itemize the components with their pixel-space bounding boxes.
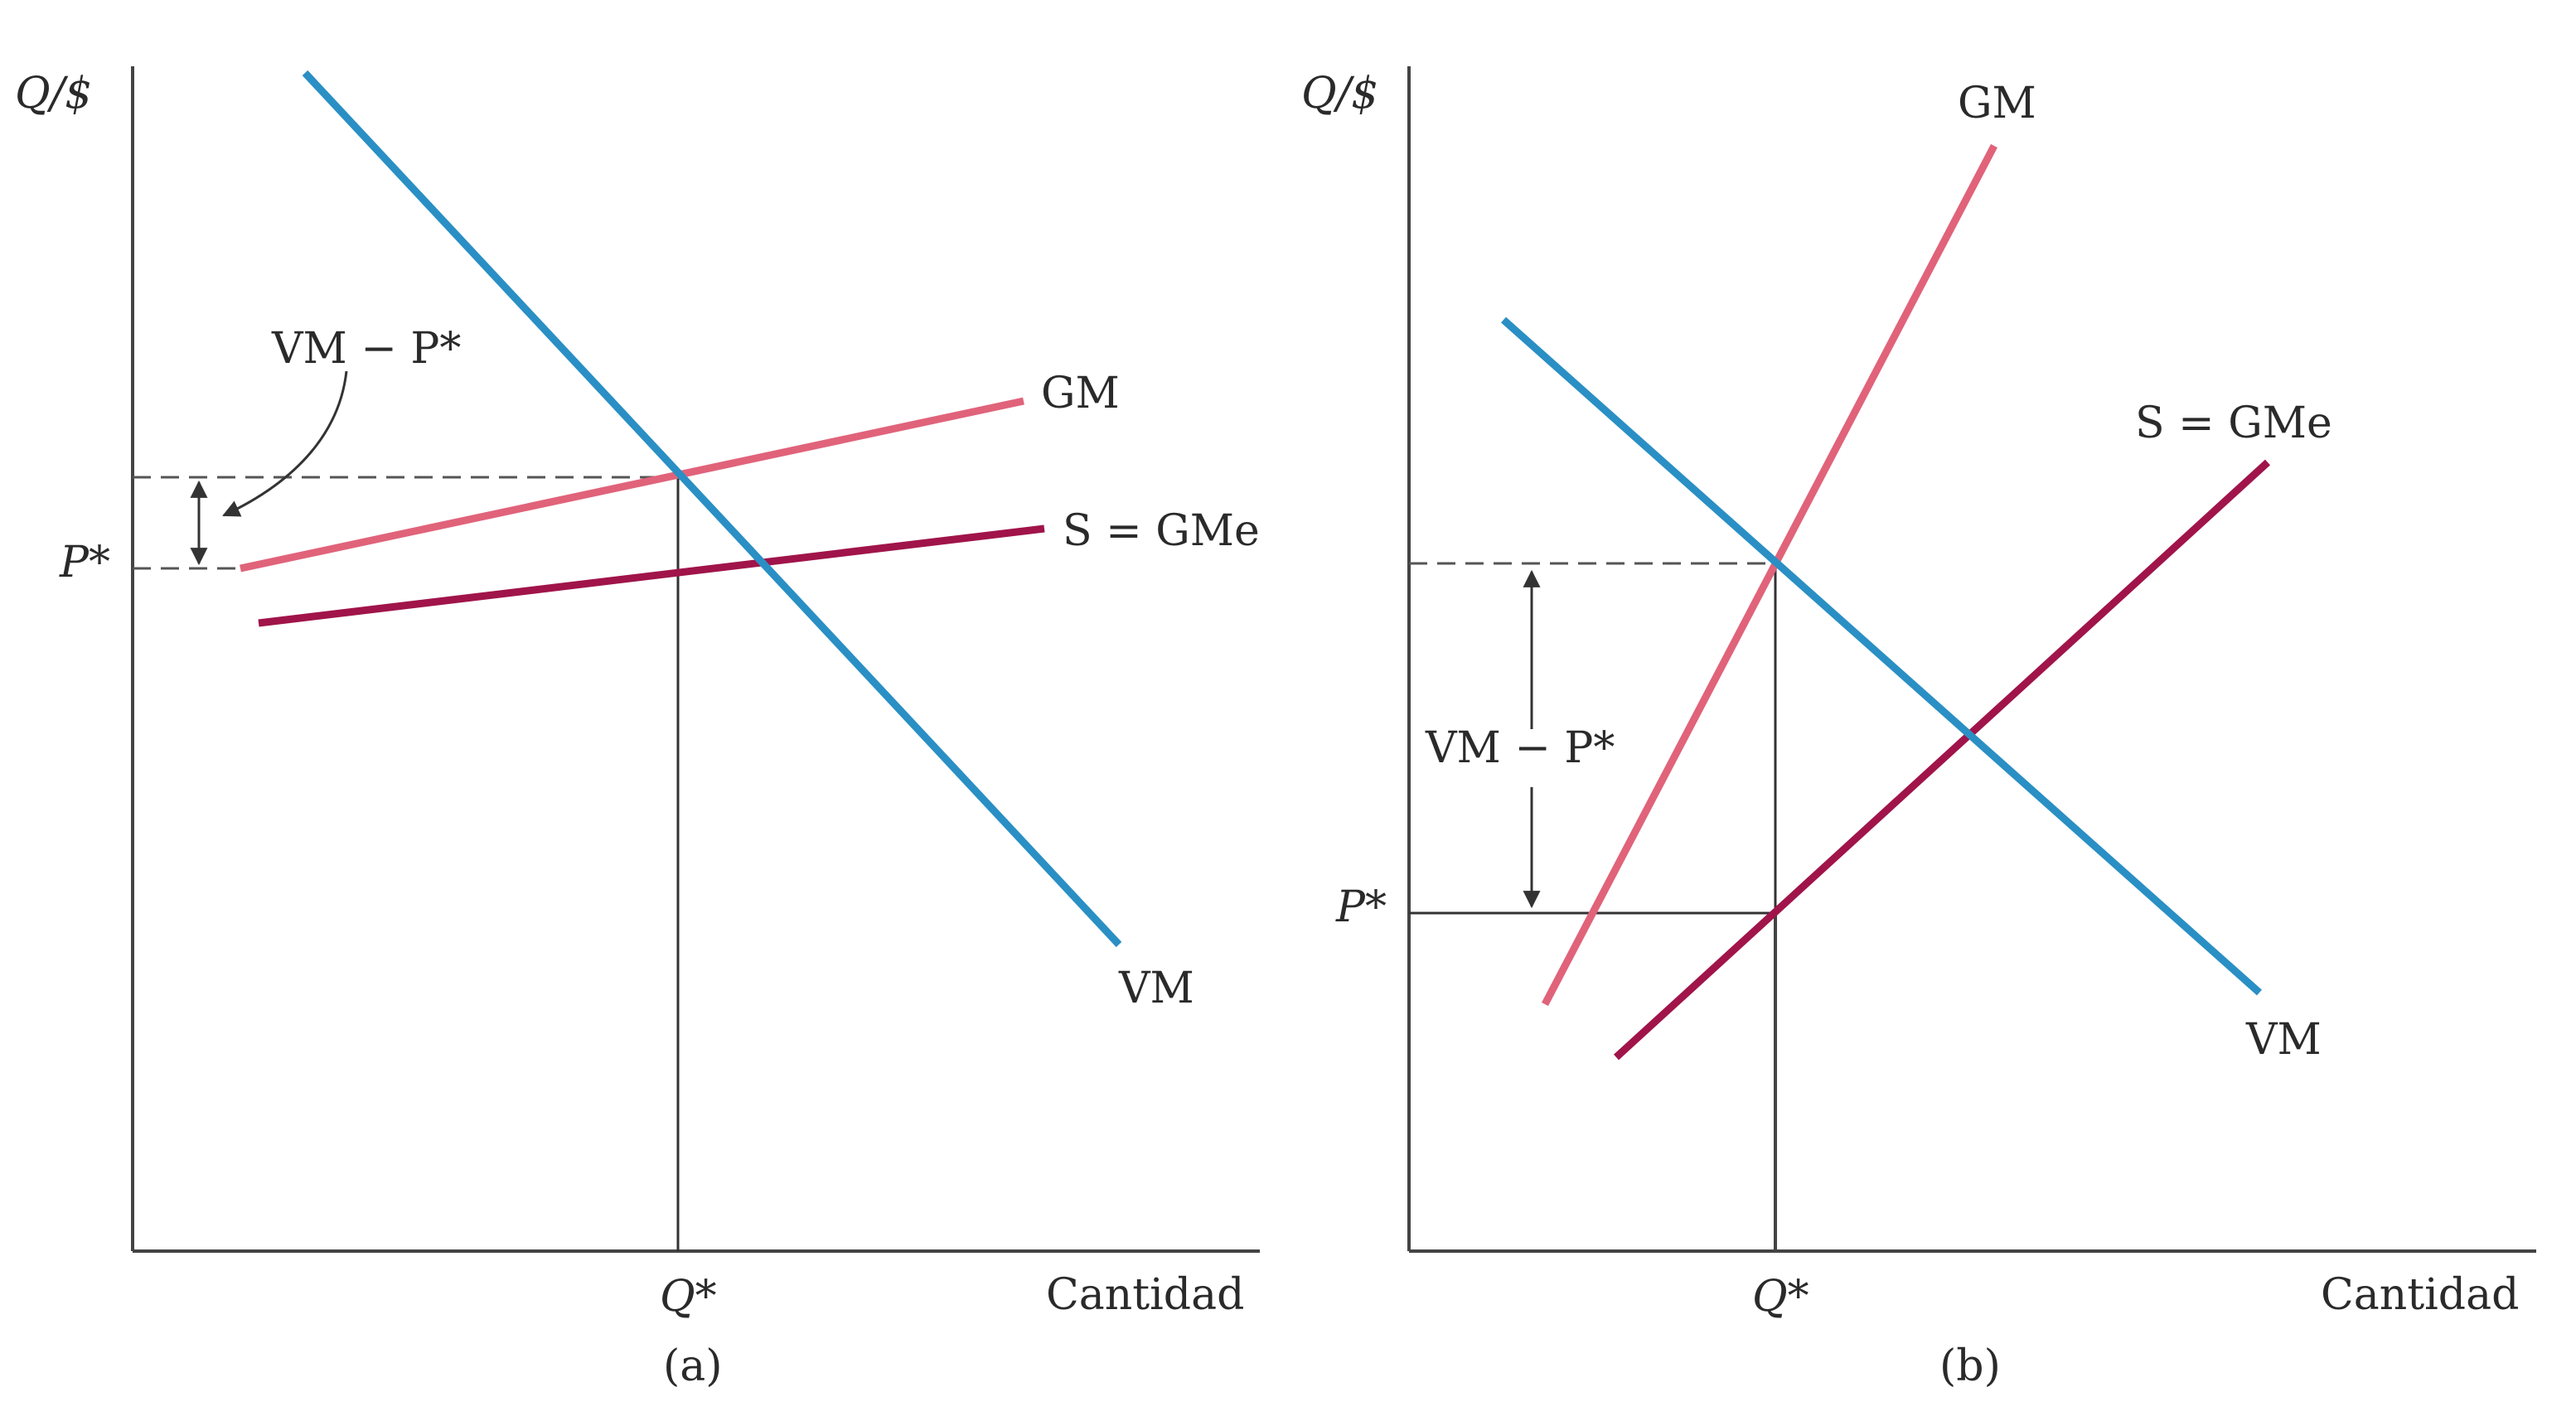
panel-b-supply-label: S = GMe xyxy=(2135,399,2332,448)
panel-b-y-axis-label: Q/$ xyxy=(1301,69,1378,118)
panel-b-p-label: P* xyxy=(1335,882,1387,932)
panel-a-vm-curve xyxy=(302,70,1122,948)
panel-a-supply-label: S = GMe xyxy=(1063,506,1260,556)
panel-a-pointer-arrow xyxy=(222,370,348,517)
panel-b-gap-label: VM − P* xyxy=(1425,723,1615,773)
panel-b-gm-label: GM xyxy=(1958,79,2036,128)
panel-a-gm-curve xyxy=(240,397,1024,573)
panel-b-supply-curve xyxy=(1613,459,2271,1061)
panel-a-q-label: Q* xyxy=(660,1272,717,1322)
panel-b-vm-label: VM xyxy=(2245,1015,2322,1065)
panel-a-vm-label: VM xyxy=(1118,964,1194,1013)
panel-b-x-axis-label: Cantidad xyxy=(2321,1270,2519,1320)
panel-a: Q/$ Cantidad Q* P* (a) VM − P* VM GM S =… xyxy=(15,66,1260,1391)
panel-a-caption: (a) xyxy=(663,1341,723,1391)
panel-b-vm-curve xyxy=(1501,317,2262,996)
panel-b-caption: (b) xyxy=(1939,1341,2001,1391)
panel-a-supply-curve xyxy=(258,524,1045,627)
panel-a-p-label: P* xyxy=(59,538,110,587)
panel-a-gap-label: VM − P* xyxy=(271,324,461,374)
panel-a-x-axis-label: Cantidad xyxy=(1046,1270,1244,1320)
panel-a-y-axis-label: Q/$ xyxy=(15,69,92,118)
panel-b-q-label: Q* xyxy=(1752,1272,1809,1322)
panel-a-gm-label: GM xyxy=(1041,369,1120,418)
panel-b: Q/$ Cantidad Q* P* (b) VM − P* VM GM S =… xyxy=(1301,66,2536,1391)
panel-b-gm-curve xyxy=(1542,143,1997,1007)
